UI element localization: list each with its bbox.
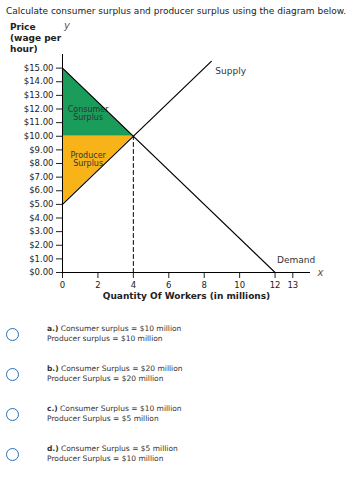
svg-text:Demand: Demand xyxy=(277,255,315,265)
html-text:Surplus: Surplus xyxy=(73,113,104,123)
svg-text:12: 12 xyxy=(270,280,281,290)
svg-text:$0.00: $0.00 xyxy=(29,267,53,277)
html-text:Producer Surplus = $5 million: Producer Surplus = $5 million xyxy=(47,414,159,423)
svg-text:x: x xyxy=(317,267,324,278)
html-text:a.) Consumer surplus = $10 mil: a.) Consumer surplus = $10 million xyxy=(47,324,182,333)
svg-text:$8.00: $8.00 xyxy=(29,158,53,168)
svg-text:$12.00: $12.00 xyxy=(24,104,54,114)
svg-text:Quantity Of Workers (in millio: Quantity Of Workers (in millions) xyxy=(103,291,270,301)
svg-text:$14.00: $14.00 xyxy=(24,76,54,86)
svg-text:6: 6 xyxy=(166,280,171,290)
svg-text:$6.00: $6.00 xyxy=(29,185,53,195)
svg-text:$2.00: $2.00 xyxy=(29,240,53,250)
svg-text:Supply: Supply xyxy=(215,66,246,76)
svg-text:0: 0 xyxy=(60,280,65,290)
svg-text:$1.00: $1.00 xyxy=(29,254,53,264)
svg-text:$13.00: $13.00 xyxy=(24,90,54,100)
svg-text:$4.00: $4.00 xyxy=(29,213,53,223)
svg-text:13: 13 xyxy=(287,280,298,290)
html-text:Producer Surplus = $10 million: Producer Surplus = $10 million xyxy=(47,454,164,463)
svg-text:$7.00: $7.00 xyxy=(29,172,53,182)
svg-text:$10.00: $10.00 xyxy=(24,131,54,141)
html-text:Producer Surplus = $20 million: Producer Surplus = $20 million xyxy=(47,374,164,383)
svg-text:$9.00: $9.00 xyxy=(29,145,53,155)
html-text:d.) Consumer Surplus = $5 mill: d.) Consumer Surplus = $5 million xyxy=(47,444,178,453)
svg-text:4: 4 xyxy=(131,280,136,290)
svg-text:ProducerSurplus: ProducerSurplus xyxy=(70,151,106,168)
html-text:b.) Consumer Surplus = $20 mil: b.) Consumer Surplus = $20 million xyxy=(47,364,183,373)
html-text:Producer surplus = $10 million: Producer surplus = $10 million xyxy=(47,334,163,343)
svg-text:2: 2 xyxy=(95,280,100,290)
svg-text:$3.00: $3.00 xyxy=(29,226,53,236)
svg-text:8: 8 xyxy=(202,280,207,290)
html-text:Calculate consumer surplus and: Calculate consumer surplus and producer … xyxy=(6,6,347,16)
svg-text:$11.00: $11.00 xyxy=(24,117,54,127)
html-text:c.) Consumer Surplus = $10 mil: c.) Consumer Surplus = $10 million xyxy=(47,404,182,413)
svg-text:$5.00: $5.00 xyxy=(29,199,53,209)
svg-text:$15.00: $15.00 xyxy=(24,63,54,73)
html-text:y: y xyxy=(64,20,70,31)
html-text:Consumer: Consumer xyxy=(67,105,109,115)
html-text:Price (wage per hour): Price (wage per hour) xyxy=(10,22,62,54)
svg-text:10: 10 xyxy=(234,280,245,290)
